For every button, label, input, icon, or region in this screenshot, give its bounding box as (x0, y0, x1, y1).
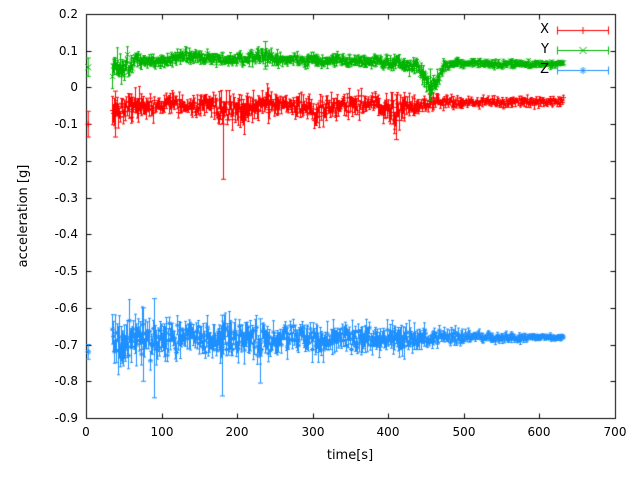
legend-label-Y: Y (541, 42, 549, 57)
y-tick-label--0.9: -0.9 (54, 411, 78, 425)
y-tick-label-0.1: 0.1 (58, 44, 78, 58)
y-tick-label--0.4: -0.4 (54, 227, 78, 241)
y-tick-label--0.8: -0.8 (54, 374, 78, 388)
y-tick-label-0: 0 (70, 80, 78, 94)
y-tick-label--0.5: -0.5 (54, 264, 78, 278)
y-tick-label--0.1: -0.1 (54, 117, 78, 131)
y-tick-label--0.6: -0.6 (54, 301, 78, 315)
y-axis-title: acceleration [g] (16, 164, 31, 268)
x-tick-label-0: 0 (82, 425, 90, 439)
y-tick-label--0.7: -0.7 (54, 338, 78, 352)
x-tick-label-400: 400 (376, 425, 400, 439)
legend-label-X: X (540, 22, 549, 37)
x-tick-label-500: 500 (452, 425, 476, 439)
legend-label-Z: Z (540, 62, 549, 77)
y-tick-label-0.2: 0.2 (58, 7, 78, 21)
x-tick-label-700: 700 (603, 425, 627, 439)
x-tick-label-300: 300 (301, 425, 325, 439)
x-tick-label-200: 200 (225, 425, 249, 439)
y-tick-label--0.3: -0.3 (54, 191, 78, 205)
x-tick-label-600: 600 (527, 425, 551, 439)
x-axis-title: time[s] (326, 448, 374, 463)
y-tick-label--0.2: -0.2 (54, 154, 78, 168)
x-tick-label-100: 100 (150, 425, 174, 439)
